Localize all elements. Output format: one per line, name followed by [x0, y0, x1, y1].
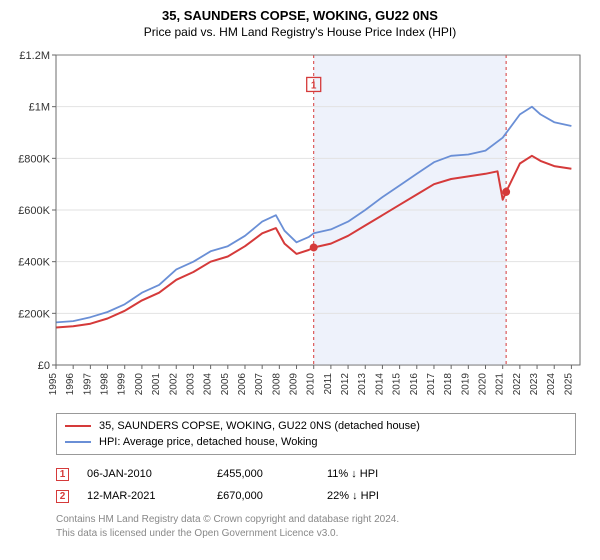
svg-text:2014: 2014 [374, 373, 385, 396]
sale-price: £455,000 [217, 468, 327, 480]
svg-text:£0: £0 [38, 360, 50, 372]
sale-marker: 1 [56, 468, 69, 481]
price-chart: £0 £200K £400K £600K £800K £1M £1.2M 1995 1996 19… [10, 45, 590, 405]
svg-text:2003: 2003 [185, 373, 196, 396]
sale-date: 12-MAR-2021 [87, 490, 217, 502]
legend-swatch [65, 441, 91, 444]
svg-text:2005: 2005 [220, 373, 231, 396]
sale-row: 1 06-JAN-2010£455,00011% ↓ HPI [56, 463, 576, 485]
legend-item: HPI: Average price, detached house, Woki… [65, 434, 567, 450]
svg-text:£1M: £1M [29, 102, 50, 114]
footer-attribution: Contains HM Land Registry data © Crown c… [56, 513, 576, 540]
svg-text:2018: 2018 [443, 373, 454, 396]
svg-text:2007: 2007 [254, 373, 265, 396]
svg-text:£400K: £400K [18, 257, 50, 269]
sale-pct: 11% ↓ HPI [327, 468, 417, 480]
sales-table: 1 06-JAN-2010£455,00011% ↓ HPI 2 12-MAR-202… [56, 463, 576, 507]
svg-text:2020: 2020 [478, 373, 489, 396]
svg-text:2016: 2016 [409, 373, 420, 396]
svg-text:2006: 2006 [237, 373, 248, 396]
footer-line: Contains HM Land Registry data © Crown c… [56, 513, 576, 527]
svg-text:1998: 1998 [100, 373, 111, 396]
legend-label: 35, SAUNDERS COPSE, WOKING, GU22 0NS (de… [99, 420, 420, 432]
svg-text:2004: 2004 [203, 373, 214, 396]
svg-text:1: 1 [311, 80, 317, 91]
svg-text:2023: 2023 [529, 373, 540, 396]
svg-text:2012: 2012 [340, 373, 351, 396]
svg-text:2010: 2010 [306, 373, 317, 396]
page-subtitle: Price paid vs. HM Land Registry's House … [10, 25, 590, 39]
legend-swatch [65, 425, 91, 428]
svg-text:1996: 1996 [65, 373, 76, 396]
svg-text:2024: 2024 [546, 373, 557, 396]
footer-line: This data is licensed under the Open Gov… [56, 527, 576, 541]
svg-text:£600K: £600K [18, 205, 50, 217]
sale-row: 2 12-MAR-2021£670,00022% ↓ HPI [56, 485, 576, 507]
svg-text:2021: 2021 [495, 373, 506, 396]
svg-text:1995: 1995 [48, 373, 59, 396]
legend-item: 35, SAUNDERS COPSE, WOKING, GU22 0NS (de… [65, 418, 567, 434]
sale-pct: 22% ↓ HPI [327, 490, 417, 502]
sale-marker: 2 [56, 490, 69, 503]
svg-text:2009: 2009 [289, 373, 300, 396]
svg-text:1997: 1997 [82, 373, 93, 396]
svg-text:2000: 2000 [134, 373, 145, 396]
svg-text:2015: 2015 [392, 373, 403, 396]
legend-label: HPI: Average price, detached house, Woki… [99, 436, 318, 448]
svg-text:2002: 2002 [168, 373, 179, 396]
svg-text:2022: 2022 [512, 373, 523, 396]
svg-text:£800K: £800K [18, 153, 50, 165]
svg-text:2008: 2008 [271, 373, 282, 396]
svg-text:£1.2M: £1.2M [19, 50, 50, 62]
svg-text:£200K: £200K [18, 308, 50, 320]
svg-text:2011: 2011 [323, 373, 334, 395]
svg-text:2001: 2001 [151, 373, 162, 396]
svg-text:2017: 2017 [426, 373, 437, 396]
page-title: 35, SAUNDERS COPSE, WOKING, GU22 0NS [10, 8, 590, 23]
svg-text:2013: 2013 [357, 373, 368, 396]
svg-text:2025: 2025 [563, 373, 574, 396]
legend-box: 35, SAUNDERS COPSE, WOKING, GU22 0NS (de… [56, 413, 576, 455]
sale-price: £670,000 [217, 490, 327, 502]
svg-text:1999: 1999 [117, 373, 128, 396]
sale-date: 06-JAN-2010 [87, 468, 217, 480]
svg-text:2019: 2019 [460, 373, 471, 396]
